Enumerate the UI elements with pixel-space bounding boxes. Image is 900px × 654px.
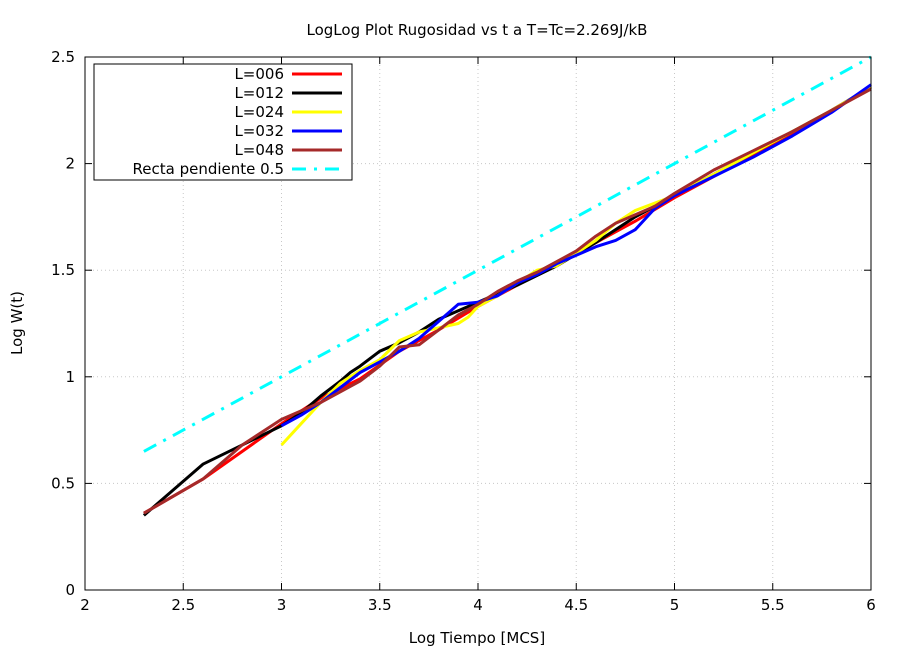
series-line-6	[143, 55, 872, 453]
x-tick-label: 3	[277, 596, 287, 614]
x-tick-label: 2	[80, 596, 90, 614]
legend-label: L=012	[234, 84, 284, 102]
tick-layer: 2 2.5 3 3.5 4 4.5 5 5.5 6 0 0.5 1 1.5 2 2.5	[51, 48, 876, 614]
legend-label: L=048	[234, 141, 284, 159]
x-tick-label: 6	[866, 596, 876, 614]
y-tick-label: 2.5	[51, 48, 75, 66]
x-tick-label: 2.5	[171, 596, 195, 614]
x-tick-label: 5	[670, 596, 680, 614]
x-tick-label: 4.5	[564, 596, 588, 614]
y-tick-label: 2	[65, 155, 75, 173]
legend-label: L=032	[234, 122, 284, 140]
y-tick-label: 1	[65, 368, 75, 386]
y-tick-label: 1.5	[51, 261, 75, 279]
series-line-4	[280, 83, 872, 428]
chart-title: LogLog Plot Rugosidad vs t a T=Tc=2.269J…	[307, 21, 648, 39]
x-axis-label: Log Tiempo [MCS]	[409, 629, 545, 647]
series-layer	[142, 55, 872, 517]
legend-label: L=024	[234, 103, 284, 121]
legend-box	[93, 63, 353, 181]
legend-label: L=006	[234, 65, 284, 83]
y-tick-label: 0.5	[51, 474, 75, 492]
legend-label: Recta pendiente 0.5	[133, 160, 284, 178]
y-tick-label: 0	[65, 581, 75, 599]
series-line-5	[143, 87, 872, 515]
x-tick-label: 5.5	[761, 596, 785, 614]
x-tick-label: 4	[473, 596, 483, 614]
x-tick-label: 3.5	[368, 596, 392, 614]
y-axis-label: Log W(t)	[8, 291, 26, 355]
